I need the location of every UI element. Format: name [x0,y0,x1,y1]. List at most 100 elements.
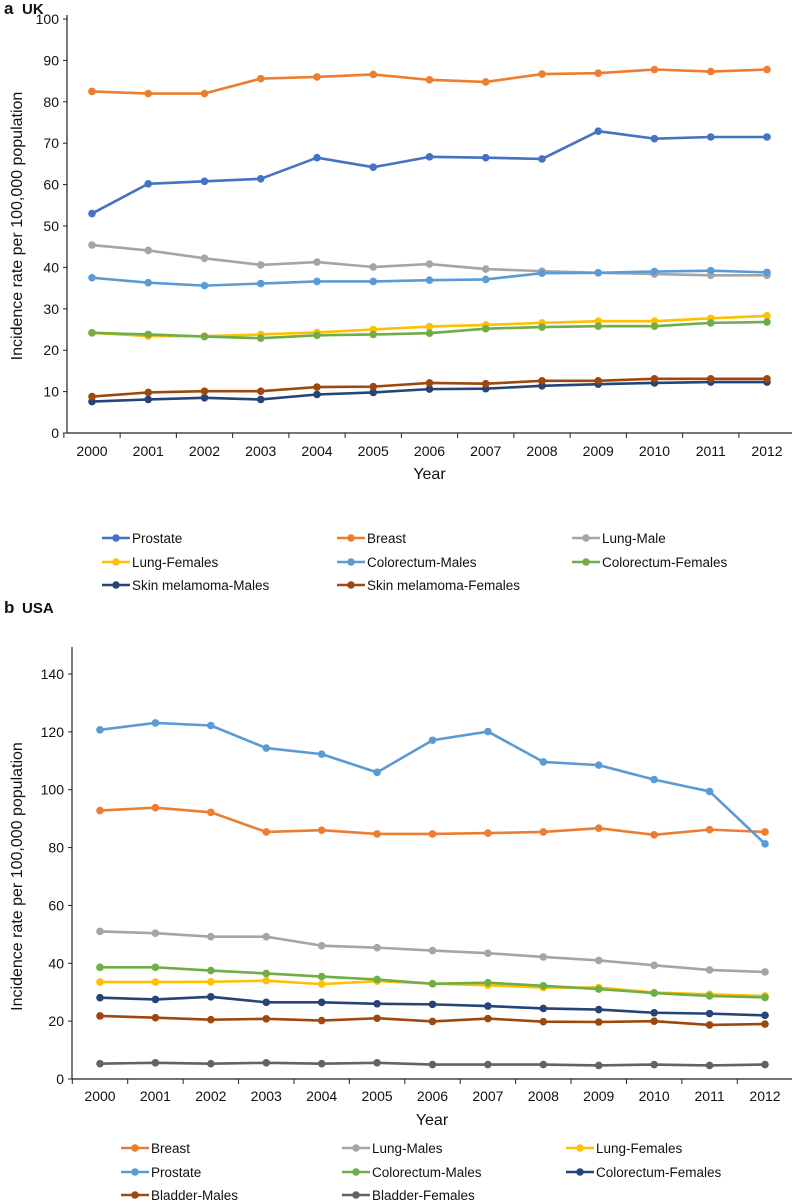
series-colorectum-males [96,963,769,1002]
data-point [88,273,96,282]
legend-marker [576,1144,584,1152]
x-tick-label: 2005 [362,1088,393,1104]
x-tick-label: 2008 [526,443,557,459]
data-point [425,329,434,338]
data-point [761,1060,769,1069]
data-point [207,932,215,941]
series-prostate [96,719,769,848]
y-tick-label: 30 [43,301,59,317]
legend-marker [347,534,355,542]
data-point [763,318,771,326]
y-tick-label: 20 [43,342,59,358]
y-tick-label: 0 [56,1071,64,1087]
legend-label: Prostate [151,1165,201,1180]
data-point [428,1060,437,1069]
data-point [425,322,434,331]
legend-item: Colorectum-Males [342,1165,482,1180]
x-tick-label: 2008 [528,1088,559,1104]
data-point [369,277,378,286]
data-point [262,744,271,752]
x-tick-label: 2003 [245,443,276,459]
legend-label: Lung-Males [372,1141,443,1156]
data-point [761,1020,769,1028]
data-point [313,383,321,391]
legend-marker [347,558,355,566]
series-colorectum-females [96,993,769,1020]
data-point [705,825,714,834]
data-point [262,998,271,1007]
y-tick-label: 90 [43,52,59,68]
data-point [96,1059,104,1068]
data-point [151,995,160,1004]
data-point [373,1014,381,1023]
data-point [200,387,209,395]
data-point [313,258,321,266]
legend-label: Lung-Male [602,531,666,546]
data-point [96,978,104,986]
data-point [317,972,326,981]
x-axis-title: Year [416,1112,449,1129]
data-point [317,980,326,988]
data-point [425,153,434,161]
legend-item: Colorectum-Females [572,555,728,570]
data-point [538,323,546,331]
legend-item: Colorectum-Males [337,555,477,570]
x-tick-label: 2005 [358,443,389,459]
data-point [428,736,437,745]
legend-item: Bladder-Males [121,1188,238,1203]
data-point [256,74,265,83]
data-point [425,76,434,84]
legend-marker [131,1191,139,1199]
data-point [539,1060,548,1069]
y-tick-label: 120 [41,724,65,740]
data-point [317,750,326,758]
x-tick-label: 2000 [76,443,107,459]
data-point [594,1018,603,1026]
data-point [369,382,378,391]
data-point [484,978,492,987]
data-point [144,330,153,339]
panel-letter: b [4,598,14,617]
data-point [425,379,434,387]
data-point [425,385,434,393]
data-point [373,999,381,1008]
data-point [96,726,104,734]
data-point [650,1008,658,1017]
legend-label: Colorectum-Males [367,555,477,570]
data-point [761,993,769,1002]
data-point [262,1059,271,1067]
data-point [256,175,265,183]
data-point [369,263,378,271]
data-point [200,177,209,186]
series-lung-male [88,241,771,280]
data-point [207,1059,215,1068]
data-point [425,276,434,285]
chart-title: UK [22,1,44,18]
legend-item: Lung-Males [342,1141,443,1156]
y-tick-label: 60 [43,177,59,193]
series-prostate [88,127,771,218]
data-point [317,941,326,950]
data-point [594,956,603,965]
data-point [428,830,437,838]
legend-marker [347,581,355,589]
data-point [200,394,209,402]
data-point [373,830,381,838]
series-line [91,129,767,215]
legend-marker [582,534,590,542]
data-point [763,133,771,141]
data-point [88,392,96,401]
data-point [262,969,271,978]
legend-marker [112,534,120,542]
data-point [706,266,715,275]
data-point [313,390,321,399]
data-point [88,241,96,249]
data-point [317,826,326,835]
legend-item: Bladder-Females [342,1188,475,1203]
legend-item: Breast [337,531,406,546]
data-point [705,1009,714,1018]
series-colorectum-males [88,266,771,290]
data-point [705,992,714,1000]
data-point [650,831,658,839]
data-point [650,1060,658,1069]
